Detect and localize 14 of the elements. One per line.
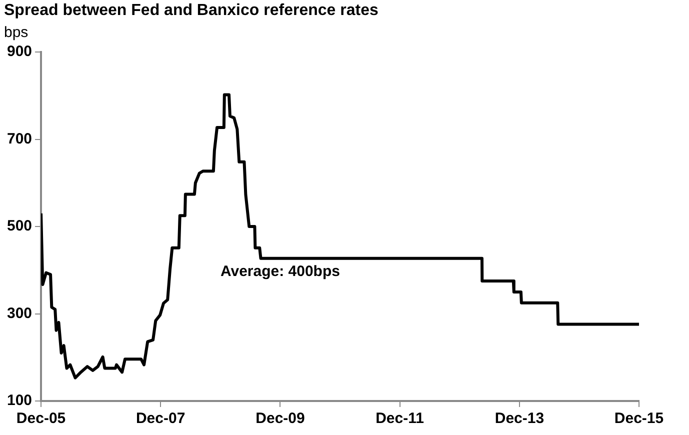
y-tick-label: 100 (6, 392, 32, 410)
y-axis-title: bps (4, 24, 28, 41)
x-tick-label: Dec-09 (256, 410, 305, 428)
y-tick-label: 500 (6, 218, 32, 235)
x-tick-label: Dec-05 (16, 410, 66, 428)
x-tick-label: Dec-07 (136, 410, 186, 428)
x-tick-label: Dec-11 (376, 410, 424, 428)
x-tick-label: Dec-15 (614, 410, 664, 428)
y-tick-label: 300 (6, 304, 32, 322)
x-tick-label: Dec-13 (494, 410, 544, 428)
annotation: Average: 400bps (220, 263, 340, 280)
chart-title: Spread between Fed and Banxico reference rates (4, 2, 378, 20)
y-tick-label: 700 (6, 130, 32, 148)
y-tick-label: 900 (6, 43, 32, 60)
